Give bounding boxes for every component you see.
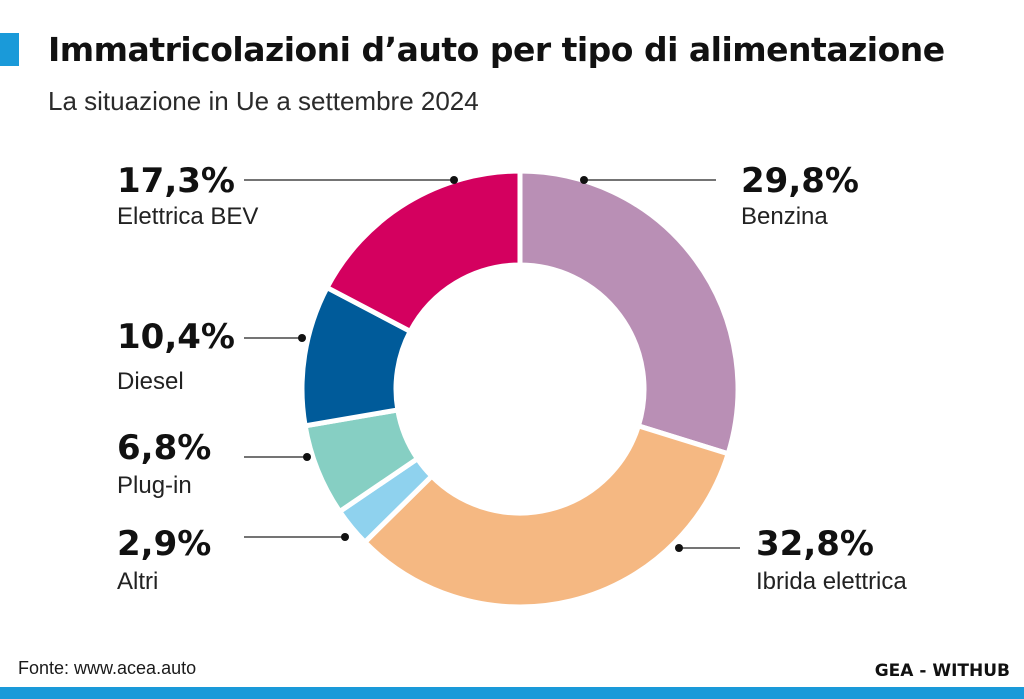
label-name-elettrica-bev: Elettrica BEV (117, 203, 259, 230)
credit-logo: GEA - WITHUB (874, 661, 1010, 681)
label-value-elettrica-bev: 17,3% (117, 161, 235, 201)
leader-dot-benzina (580, 176, 588, 184)
bottom-accent-bar (0, 687, 1024, 699)
slice-ibrida-elettrica (361, 422, 732, 610)
slice-benzina (517, 168, 741, 457)
leader-dot-diesel (298, 334, 306, 342)
label-name-altri: Altri (117, 568, 159, 595)
leader-dot-altri (341, 533, 349, 541)
label-value-altri: 2,9% (117, 524, 212, 564)
label-value-plug-in: 6,8% (117, 428, 212, 468)
label-value-diesel: 10,4% (117, 317, 235, 357)
chart-title: Immatricolazioni d’auto per tipo di alim… (48, 30, 945, 69)
label-name-diesel: Diesel (117, 368, 184, 395)
source-note: Fonte: www.acea.auto (18, 658, 197, 678)
donut-slices (299, 168, 741, 610)
leader-dot-ibrida-elettrica (675, 544, 683, 552)
label-value-ibrida-elettrica: 32,8% (756, 524, 874, 564)
label-name-plug-in: Plug-in (117, 472, 192, 499)
label-name-ibrida-elettrica: Ibrida elettrica (756, 568, 907, 595)
label-name-benzina: Benzina (741, 203, 828, 230)
chart-subtitle: La situazione in Ue a settembre 2024 (48, 86, 479, 116)
label-value-benzina: 29,8% (741, 161, 859, 201)
leader-dot-plug-in (303, 453, 311, 461)
leader-lines (244, 176, 740, 552)
leader-dot-elettrica-bev (450, 176, 458, 184)
title-accent-bar (0, 33, 19, 66)
slice-elettrica-bev (323, 168, 523, 335)
